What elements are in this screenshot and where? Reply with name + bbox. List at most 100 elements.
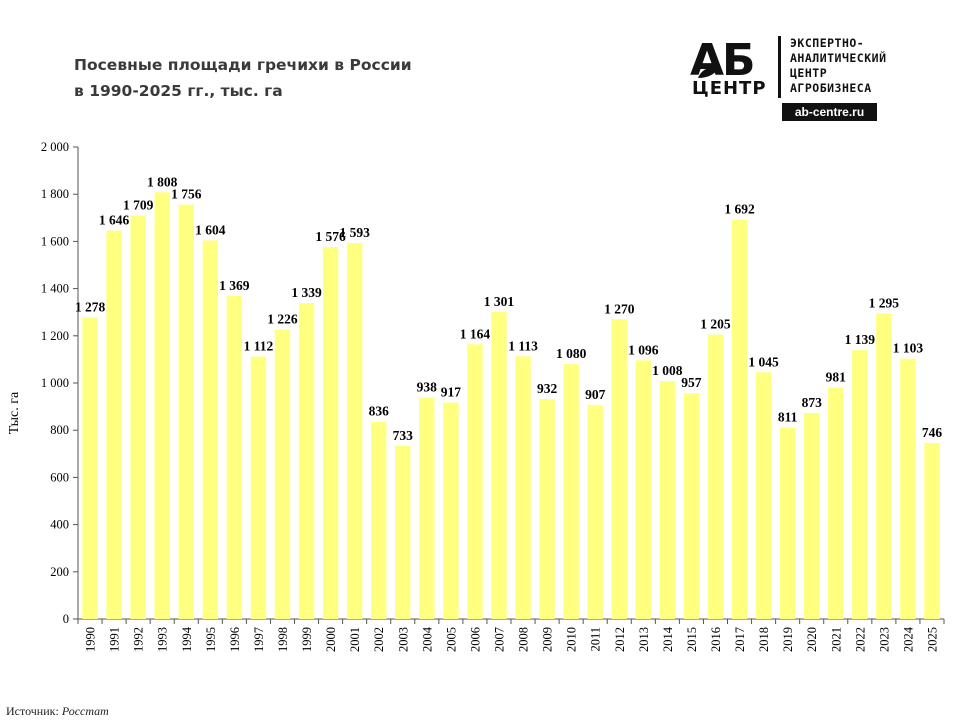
bar-value-label: 932 bbox=[537, 381, 558, 396]
bar-value-label: 981 bbox=[826, 369, 847, 384]
bar bbox=[828, 387, 844, 619]
y-tick-label: 1 800 bbox=[41, 187, 69, 201]
x-tick-label: 2003 bbox=[396, 627, 410, 652]
bar bbox=[659, 381, 676, 619]
x-tick-label: 2019 bbox=[781, 627, 795, 652]
y-tick-label: 800 bbox=[50, 423, 69, 437]
bar-value-label: 1 339 bbox=[291, 285, 322, 300]
bar-value-label: 1 576 bbox=[315, 229, 346, 244]
x-tick-label: 1990 bbox=[84, 627, 98, 652]
bar bbox=[154, 192, 170, 619]
bar bbox=[852, 350, 868, 619]
bar-value-label: 1 270 bbox=[604, 301, 635, 316]
x-tick-label: 2012 bbox=[613, 627, 627, 652]
bar-value-label: 1 646 bbox=[99, 213, 130, 228]
bar bbox=[563, 364, 579, 619]
bar bbox=[346, 243, 363, 619]
bar bbox=[635, 360, 652, 619]
bar-value-label: 1 808 bbox=[147, 174, 178, 189]
x-tick-label: 2004 bbox=[420, 626, 434, 652]
bar bbox=[515, 356, 531, 619]
bar bbox=[419, 397, 435, 619]
logo-text-line: АНАЛИТИЧЕСКИЙ bbox=[790, 51, 887, 65]
bar-value-label: 1 301 bbox=[484, 294, 515, 309]
bar-value-label: 1 103 bbox=[893, 341, 924, 356]
bar-value-label: 836 bbox=[369, 404, 390, 419]
bar-value-label: 1 139 bbox=[845, 332, 876, 347]
x-tick-label: 2015 bbox=[685, 627, 699, 652]
x-tick-label: 2010 bbox=[565, 627, 579, 652]
x-tick-label: 2020 bbox=[805, 627, 819, 652]
bar bbox=[876, 313, 892, 619]
chart-title: Посевные площади гречихи в России в 1990… bbox=[74, 52, 412, 104]
bar-value-label: 1 205 bbox=[700, 317, 731, 332]
y-tick-label: 1 000 bbox=[41, 376, 69, 390]
bar bbox=[491, 311, 507, 619]
logo-text-line: АГРОБИЗНЕСА bbox=[790, 81, 872, 95]
bar-value-label: 1 593 bbox=[339, 225, 370, 240]
y-tick-label: 2 000 bbox=[41, 140, 69, 154]
bar-value-label: 938 bbox=[417, 380, 438, 395]
x-tick-label: 2017 bbox=[733, 627, 747, 652]
bar bbox=[611, 319, 627, 619]
x-tick-label: 2022 bbox=[853, 627, 867, 652]
bar bbox=[707, 334, 724, 619]
bar-value-label: 907 bbox=[585, 387, 606, 402]
logo-text-line: ЭКСПЕРТНО- bbox=[790, 36, 865, 50]
bar-value-label: 1 604 bbox=[195, 222, 226, 237]
source-label: Источник: bbox=[6, 704, 59, 718]
bar bbox=[443, 402, 459, 619]
x-tick-label: 2011 bbox=[589, 627, 603, 652]
x-tick-label: 1999 bbox=[300, 627, 314, 652]
y-tick-label: 1 400 bbox=[41, 282, 69, 296]
x-tick-label: 2001 bbox=[348, 627, 362, 652]
bar-value-label: 1 112 bbox=[244, 339, 274, 354]
x-tick-label: 2013 bbox=[637, 627, 651, 652]
x-tick-label: 2005 bbox=[444, 627, 458, 652]
bar-value-label: 1 045 bbox=[748, 354, 779, 369]
y-tick-label: 600 bbox=[50, 470, 69, 484]
bar-value-label: 1 709 bbox=[123, 198, 154, 213]
bar-value-label: 1 008 bbox=[652, 363, 683, 378]
bar bbox=[130, 215, 146, 619]
bar bbox=[370, 421, 387, 619]
bar bbox=[539, 399, 555, 619]
chart-title-line-2: в 1990-2025 гг., тыс. га bbox=[74, 82, 283, 100]
bar bbox=[467, 344, 483, 619]
bar bbox=[202, 240, 219, 619]
bar-value-label: 957 bbox=[681, 375, 702, 390]
bar bbox=[395, 446, 411, 619]
bar bbox=[803, 412, 820, 619]
x-tick-label: 1998 bbox=[276, 627, 290, 652]
y-axis-title: Тыс. га bbox=[7, 391, 22, 434]
bar-value-label: 811 bbox=[778, 410, 798, 425]
bar bbox=[587, 404, 603, 619]
leaf-icon bbox=[698, 66, 720, 78]
bar-value-label: 733 bbox=[393, 428, 414, 443]
x-tick-label: 2014 bbox=[661, 626, 675, 652]
x-tick-label: 1995 bbox=[204, 627, 218, 652]
x-tick-label: 2000 bbox=[324, 627, 338, 652]
bar bbox=[322, 247, 339, 619]
x-tick-label: 1991 bbox=[108, 627, 122, 652]
x-tick-label: 1992 bbox=[132, 627, 146, 652]
x-tick-label: 2008 bbox=[517, 627, 531, 652]
x-tick-label: 1994 bbox=[180, 626, 194, 652]
bar-value-label: 1 080 bbox=[556, 346, 587, 361]
bar-value-label: 1 113 bbox=[508, 338, 538, 353]
ab-centre-logo: АБ ЦЕНТР ЭКСПЕРТНО- АНАЛИТИЧЕСКИЙ ЦЕНТР … bbox=[690, 36, 940, 122]
logo-divider bbox=[778, 36, 781, 98]
bar-value-label: 1 096 bbox=[628, 342, 659, 357]
y-tick-label: 1 200 bbox=[41, 329, 69, 343]
bar bbox=[755, 372, 772, 619]
chart-title-line-1: Посевные площади гречихи в России bbox=[74, 56, 412, 74]
source-value: Росстат bbox=[61, 704, 109, 718]
x-tick-label: 2025 bbox=[925, 627, 939, 652]
x-tick-label: 1993 bbox=[156, 627, 170, 652]
x-tick-label: 2023 bbox=[877, 627, 891, 652]
x-tick-label: 2007 bbox=[492, 627, 506, 652]
bar-value-label: 1 692 bbox=[724, 202, 755, 217]
bar-value-label: 873 bbox=[802, 395, 823, 410]
x-tick-label: 1997 bbox=[252, 627, 266, 652]
